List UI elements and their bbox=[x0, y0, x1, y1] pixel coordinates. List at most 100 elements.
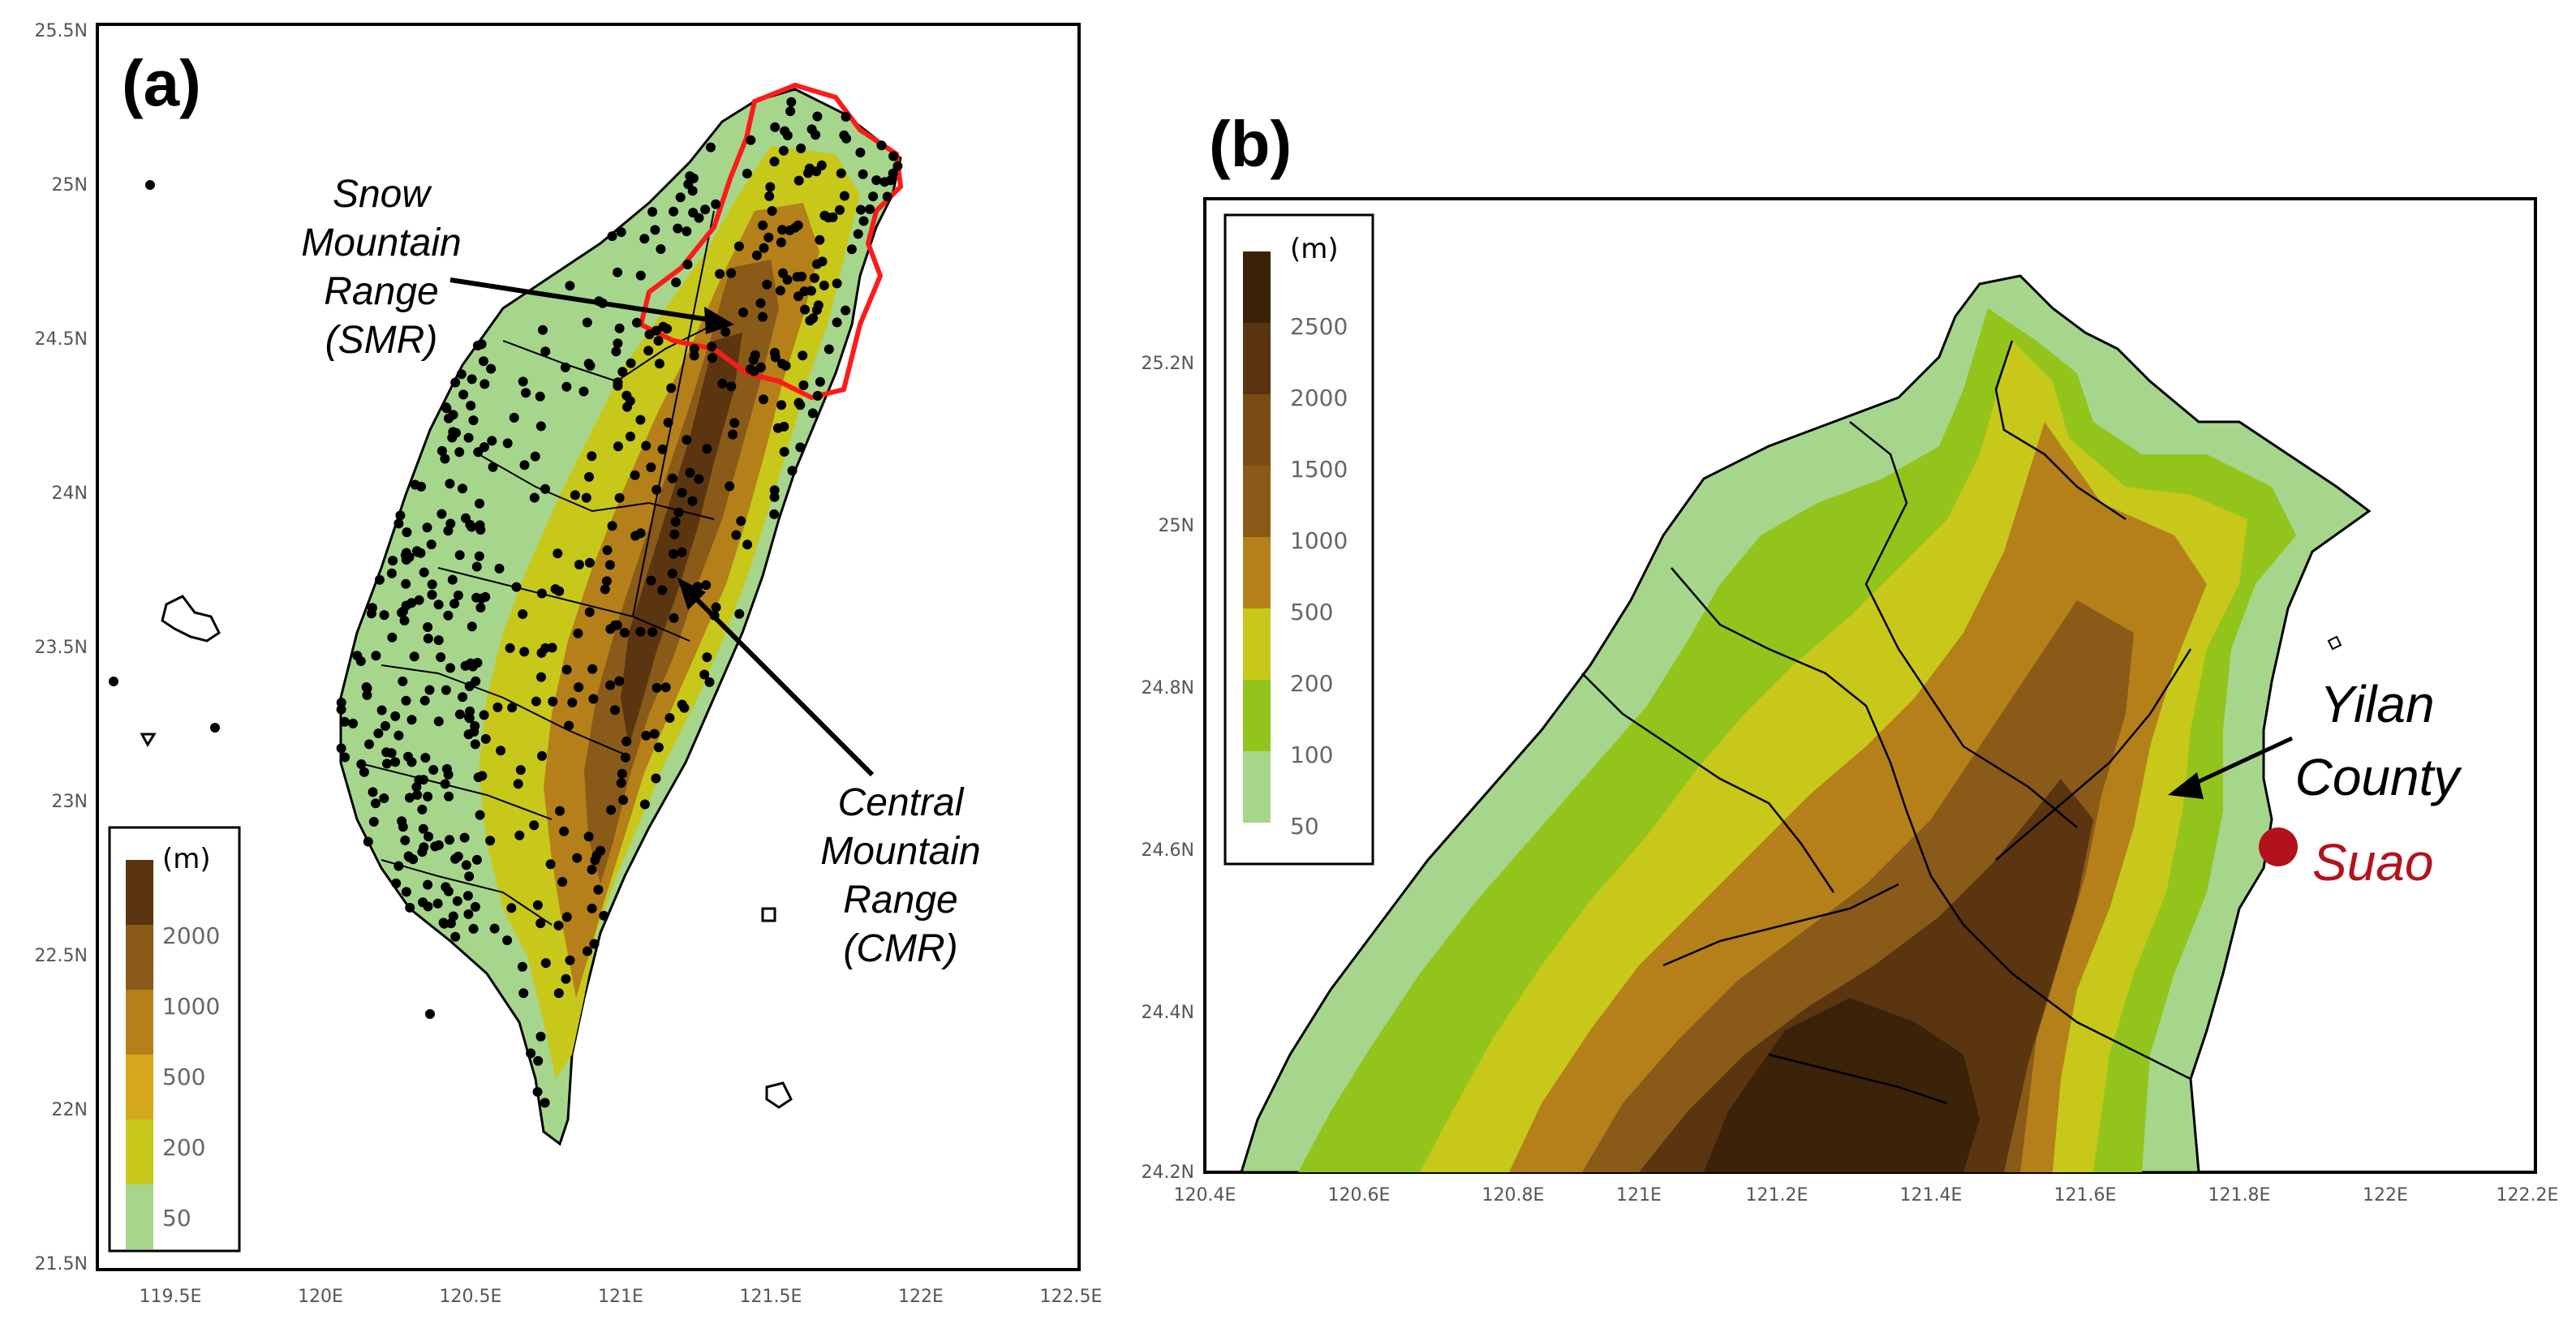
station-dot bbox=[463, 432, 474, 443]
station-dot bbox=[381, 759, 392, 769]
station-dot bbox=[610, 620, 620, 630]
legend-unit: (m) bbox=[1290, 233, 1339, 265]
station-dot bbox=[657, 444, 668, 454]
station-dot bbox=[459, 832, 470, 843]
station-dot bbox=[458, 389, 469, 400]
station-dot bbox=[717, 378, 728, 389]
station-dot bbox=[706, 142, 716, 153]
station-dot bbox=[561, 381, 572, 392]
station-dot bbox=[452, 896, 462, 906]
station-dot bbox=[570, 490, 580, 501]
station-dot bbox=[617, 367, 628, 377]
station-dot bbox=[427, 590, 437, 600]
station-dot bbox=[406, 715, 417, 725]
station-dot bbox=[340, 752, 350, 763]
station-dot bbox=[517, 961, 527, 972]
station-dot bbox=[688, 173, 699, 183]
smr-arrowhead bbox=[704, 307, 734, 334]
station-dot bbox=[584, 557, 595, 568]
station-dot bbox=[529, 492, 540, 503]
station-dot bbox=[813, 300, 824, 311]
station-dot bbox=[809, 273, 819, 283]
station-dot bbox=[635, 415, 646, 425]
station-dot bbox=[535, 1031, 546, 1042]
station-dot bbox=[359, 767, 369, 777]
station-dot bbox=[423, 634, 433, 644]
panel-b-y-ticks: 25.2N 25N 24.8N 24.6N 24.4N 24.2N bbox=[1142, 354, 1194, 1183]
x-tick-label: 120.4E bbox=[1174, 1185, 1236, 1206]
station-dot bbox=[412, 789, 423, 800]
station-dot bbox=[464, 871, 475, 882]
station-dot bbox=[475, 520, 485, 531]
station-dot bbox=[892, 161, 903, 171]
station-dot bbox=[443, 886, 454, 896]
station-dot bbox=[427, 579, 437, 590]
station-dot bbox=[832, 278, 842, 289]
station-dot bbox=[464, 712, 474, 723]
station-dot bbox=[472, 341, 483, 350]
station-dot bbox=[397, 816, 407, 827]
suao-label: Suao bbox=[2312, 833, 2433, 892]
station-dot bbox=[742, 169, 752, 178]
station-dot bbox=[465, 519, 475, 530]
station-dot bbox=[444, 791, 454, 802]
station-dot bbox=[424, 685, 435, 695]
legend-swatches bbox=[1243, 251, 1271, 823]
station-dot bbox=[647, 207, 658, 217]
station-dot bbox=[654, 359, 664, 369]
y-tick-label: 23.5N bbox=[35, 638, 88, 658]
station-dot bbox=[475, 810, 485, 820]
smr-annotation: Snow Mountain Range (SMR) bbox=[301, 173, 734, 362]
station-dot bbox=[436, 652, 446, 663]
station-dot bbox=[348, 718, 359, 728]
station-dot bbox=[487, 436, 497, 446]
legend-level: 50 bbox=[1290, 813, 1319, 840]
station-dot bbox=[855, 148, 866, 157]
station-dot bbox=[856, 204, 866, 215]
station-dot bbox=[537, 750, 547, 761]
station-dot bbox=[819, 280, 829, 290]
station-dot bbox=[649, 728, 660, 739]
station-dot bbox=[521, 388, 531, 398]
legend-swatch bbox=[126, 990, 153, 1055]
station-dot bbox=[614, 323, 625, 333]
station-dot bbox=[664, 713, 675, 723]
station-dot bbox=[559, 826, 570, 836]
legend-level: 50 bbox=[162, 1205, 191, 1231]
panel-b-label: (b) bbox=[1209, 108, 1292, 180]
station-dot bbox=[535, 918, 546, 929]
station-dot bbox=[687, 496, 698, 506]
station-dot bbox=[388, 556, 398, 566]
panel-b-terrain bbox=[1240, 274, 2372, 1172]
station-dot bbox=[728, 429, 738, 440]
station-dot bbox=[583, 832, 594, 842]
station-dot bbox=[548, 696, 558, 707]
station-dot bbox=[356, 759, 367, 769]
station-dot bbox=[450, 931, 461, 942]
y-tick-label: 24.6N bbox=[1142, 840, 1194, 861]
station-dot bbox=[554, 586, 565, 596]
y-tick-label: 25.5N bbox=[35, 21, 88, 41]
station-dot bbox=[888, 151, 899, 161]
station-dot bbox=[433, 716, 444, 727]
station-dot bbox=[669, 612, 679, 623]
station-dot bbox=[474, 551, 484, 561]
station-dot bbox=[752, 250, 762, 260]
station-dot bbox=[587, 864, 597, 875]
annotation-line: Central bbox=[838, 781, 965, 824]
station-dot bbox=[445, 479, 455, 489]
legend-swatch bbox=[1243, 251, 1271, 323]
station-dot bbox=[423, 791, 433, 802]
station-dot bbox=[380, 720, 390, 731]
station-dot bbox=[700, 204, 711, 215]
station-dot bbox=[807, 408, 818, 419]
panel-b: (b) 120.4E bbox=[1142, 108, 2559, 1206]
station-dot bbox=[362, 690, 372, 700]
station-dot bbox=[565, 281, 575, 291]
station-dot bbox=[371, 651, 381, 661]
station-dot bbox=[765, 182, 776, 192]
station-dot bbox=[795, 400, 806, 410]
station-dot bbox=[379, 793, 389, 803]
station-dot bbox=[806, 124, 817, 135]
